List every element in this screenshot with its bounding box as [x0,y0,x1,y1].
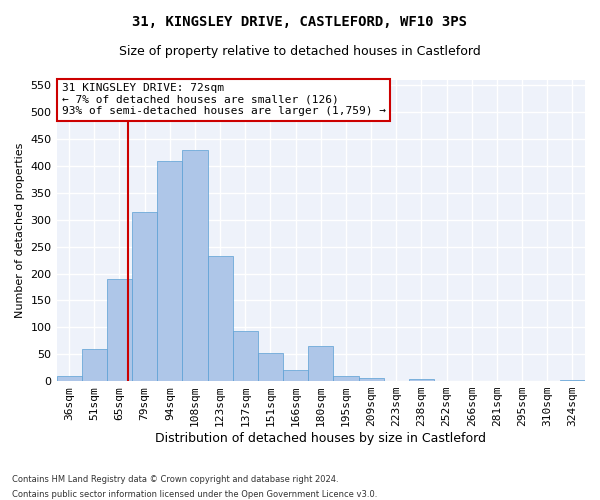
Bar [233,331,258,381]
Bar [409,379,434,381]
Bar [208,256,233,381]
Bar [283,370,308,381]
X-axis label: Distribution of detached houses by size in Castleford: Distribution of detached houses by size … [155,432,486,445]
Y-axis label: Number of detached properties: Number of detached properties [15,143,25,318]
Text: 31, KINGSLEY DRIVE, CASTLEFORD, WF10 3PS: 31, KINGSLEY DRIVE, CASTLEFORD, WF10 3PS [133,15,467,29]
Bar [258,352,283,381]
Bar [359,378,383,381]
Bar [182,150,208,381]
Bar [132,212,157,381]
Bar [107,279,132,381]
Bar [334,376,359,381]
Bar [308,346,334,381]
Text: Size of property relative to detached houses in Castleford: Size of property relative to detached ho… [119,45,481,58]
Bar [157,160,182,381]
Bar [56,376,82,381]
Bar [560,380,585,381]
Text: Contains public sector information licensed under the Open Government Licence v3: Contains public sector information licen… [12,490,377,499]
Text: 31 KINGSLEY DRIVE: 72sqm
← 7% of detached houses are smaller (126)
93% of semi-d: 31 KINGSLEY DRIVE: 72sqm ← 7% of detache… [62,83,386,116]
Bar [82,349,107,381]
Text: Contains HM Land Registry data © Crown copyright and database right 2024.: Contains HM Land Registry data © Crown c… [12,475,338,484]
